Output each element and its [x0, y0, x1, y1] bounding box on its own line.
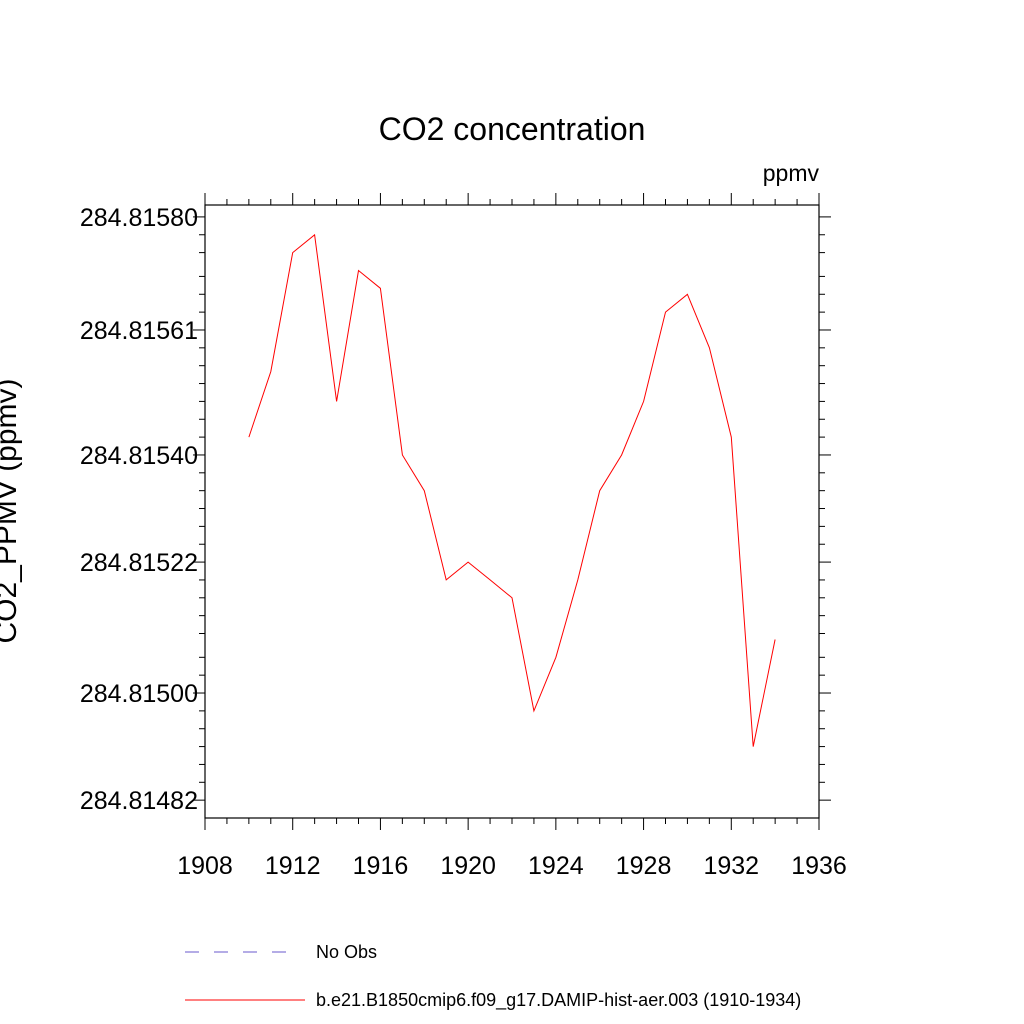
series-line — [248, 233, 776, 747]
x-tick-label: 1932 — [703, 852, 759, 880]
x-tick-label: 1916 — [353, 852, 409, 880]
y-tick-label: 284.81580 — [80, 204, 198, 232]
legend: No Obs b.e21.B1850cmip6.f09_g17.DAMIP-his… — [185, 942, 801, 1011]
y-tick-label: 284.81540 — [80, 442, 198, 470]
chart-title: CO2 concentration — [379, 111, 646, 147]
x-tick-label: 1908 — [177, 852, 233, 880]
x-tick-label: 1912 — [265, 852, 321, 880]
x-tick-labels: 1908 1912 1916 1920 1924 1928 1932 1936 — [177, 852, 847, 880]
axis-ticks — [193, 193, 831, 830]
x-tick-label: 1920 — [440, 852, 496, 880]
units-label: ppmv — [763, 160, 820, 186]
plot-series — [248, 233, 776, 747]
y-tick-label: 284.81522 — [80, 549, 198, 577]
x-tick-label: 1924 — [528, 852, 584, 880]
x-tick-label: 1928 — [616, 852, 672, 880]
y-tick-labels: 284.81580 284.81561 284.81540 284.81522 284.… — [80, 204, 198, 815]
y-tick-label: 284.81482 — [80, 787, 198, 815]
x-tick-label: 1936 — [791, 852, 847, 880]
legend-label: No Obs — [316, 942, 377, 962]
y-axis-label: CO2_PPMV (ppmv) — [0, 378, 23, 643]
plot-frame — [204, 204, 820, 819]
y-tick-label: 284.81561 — [80, 317, 198, 345]
y-tick-label: 284.81500 — [80, 680, 198, 708]
legend-label: b.e21.B1850cmip6.f09_g17.DAMIP-hist-aer.… — [316, 990, 801, 1011]
